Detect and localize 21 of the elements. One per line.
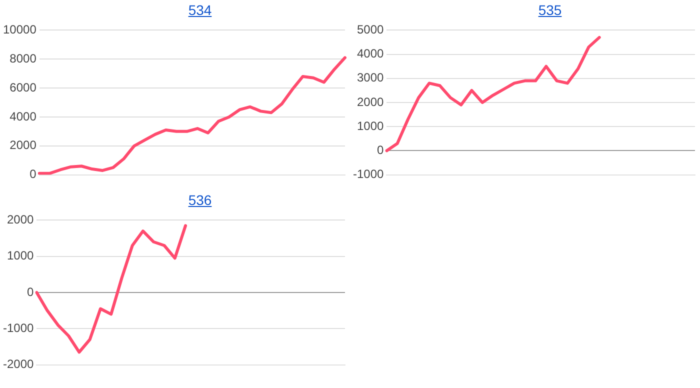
- y-tick-label: 1000: [356, 118, 384, 133]
- chart-title: 535: [538, 2, 562, 18]
- y-tick-label: 4000: [10, 109, 37, 124]
- y-tick-label: 1000: [6, 248, 34, 263]
- y-tick-label: 0: [30, 167, 37, 182]
- y-tick-label: 10000: [2, 22, 37, 37]
- chart-title: 536: [188, 192, 212, 208]
- y-tick-label: 2000: [356, 94, 384, 109]
- y-tick-label: 2000: [10, 138, 37, 152]
- y-tick-label: -2000: [2, 357, 34, 372]
- y-tick-label: 2000: [6, 212, 34, 227]
- y-tick-label: 4000: [356, 46, 384, 61]
- chart-title: 534: [188, 2, 212, 18]
- y-tick-label: 6000: [10, 80, 37, 94]
- y-tick-label: 8000: [10, 51, 37, 66]
- y-tick-label: 0: [27, 284, 34, 299]
- y-tick-label: 5000: [356, 22, 384, 37]
- y-tick-label: -1000: [352, 167, 384, 182]
- y-tick-label: 0: [377, 143, 384, 158]
- y-tick-label: 3000: [356, 70, 384, 85]
- y-tick-label: -1000: [2, 320, 34, 335]
